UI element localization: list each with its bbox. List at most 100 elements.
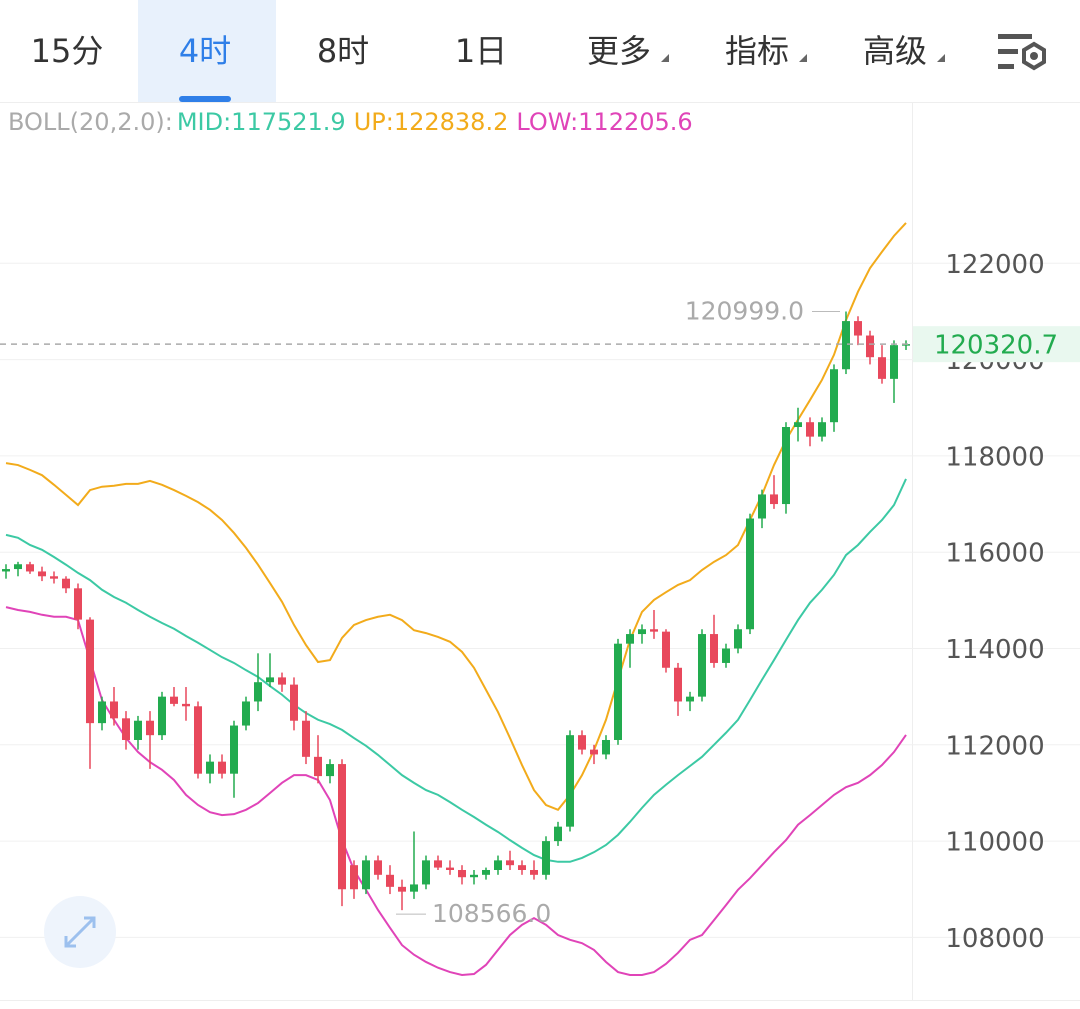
- candle-body: [674, 667, 682, 702]
- candle-body: [158, 696, 166, 736]
- annotation-label: 120999.0: [685, 297, 804, 326]
- tab-label: 15分: [31, 32, 104, 70]
- candle-body: [398, 886, 406, 892]
- settings-icon[interactable]: [998, 34, 1046, 71]
- candle-body: [722, 648, 730, 663]
- candle-body: [842, 321, 850, 370]
- candle-body: [218, 761, 226, 774]
- tab-label: 更多: [587, 32, 651, 70]
- candle-body: [494, 860, 502, 870]
- candle-body: [194, 706, 202, 774]
- candle-body: [266, 677, 274, 683]
- tab-label: 指标: [725, 32, 789, 70]
- candle-body: [350, 865, 358, 890]
- y-tick-label: 112000: [945, 731, 1044, 761]
- candle-body: [422, 860, 430, 885]
- candle-body: [386, 874, 394, 887]
- tab-active-bg: [138, 0, 276, 102]
- boll-line: [5, 606, 907, 976]
- tab[interactable]: 更多: [587, 32, 669, 70]
- candle-body: [506, 860, 514, 866]
- candles: [2, 311, 910, 911]
- candle-body: [758, 494, 766, 519]
- legend-entry: LOW:112205.6: [516, 108, 692, 136]
- candle-body: [734, 629, 742, 649]
- indicator-lines: [5, 222, 907, 976]
- candle-body: [578, 735, 586, 750]
- candle-body: [566, 735, 574, 827]
- candle-body: [806, 422, 814, 437]
- zoom-arrows: [64, 916, 96, 948]
- candle-body: [326, 764, 334, 777]
- candle-body: [794, 422, 802, 428]
- tab[interactable]: 高级: [863, 32, 945, 70]
- candle-body: [146, 720, 154, 736]
- candle-body: [650, 629, 658, 632]
- grid: 1080001100001120001140001160001180001200…: [0, 250, 1080, 954]
- candle-body: [302, 720, 310, 757]
- tab[interactable]: 8时: [317, 32, 369, 70]
- candle-body: [746, 518, 754, 630]
- candle-body: [374, 860, 382, 875]
- tab-label: 高级: [863, 32, 927, 70]
- tab[interactable]: 1日: [455, 32, 507, 70]
- icon-dot: [1030, 52, 1038, 60]
- icon-bar: [998, 49, 1018, 54]
- candle-body: [602, 739, 610, 755]
- zoom-button[interactable]: [44, 896, 116, 968]
- candle-body: [554, 826, 562, 842]
- boll-line: [5, 222, 907, 812]
- candle-body: [254, 682, 262, 702]
- candle-body: [50, 576, 58, 579]
- candle-body: [470, 874, 478, 878]
- candle-body: [110, 701, 118, 719]
- candle-body: [206, 761, 214, 774]
- candle-body: [122, 718, 130, 740]
- candle-body: [590, 749, 598, 755]
- tab[interactable]: 4时: [138, 0, 276, 102]
- y-tick-label: 118000: [945, 442, 1044, 472]
- candle-body: [446, 867, 454, 870]
- candle-body: [62, 578, 70, 589]
- icon-bar: [998, 34, 1032, 39]
- candle-body: [458, 869, 466, 878]
- candle-body: [686, 696, 694, 702]
- tab-label: 4时: [179, 32, 231, 70]
- tab-label: 8时: [317, 32, 369, 70]
- candle-body: [710, 634, 718, 663]
- tab-dropdown: [937, 54, 945, 62]
- candle-body: [890, 345, 898, 379]
- y-tick-label: 114000: [945, 635, 1044, 665]
- boll-line: [5, 478, 907, 863]
- tab[interactable]: 15分: [31, 32, 104, 70]
- legend: BOLL(20,2.0): MID:117521.9 UP:122838.2 LOW:…: [8, 108, 693, 136]
- legend: BOLL(20,2.0): MID:117521.9 UP:122838.2 LOW:…: [8, 108, 693, 136]
- candle-body: [26, 564, 34, 572]
- candle-body: [638, 629, 646, 635]
- candle-body: [290, 684, 298, 721]
- candle-body: [242, 701, 250, 726]
- candle-body: [614, 643, 622, 740]
- candle-body: [98, 701, 106, 724]
- candle-body: [338, 764, 346, 890]
- candle-body: [770, 494, 778, 505]
- tab-dropdown: [661, 54, 669, 62]
- candle-body: [182, 703, 190, 707]
- candle-body: [74, 588, 82, 620]
- y-tick-label: 116000: [945, 539, 1044, 569]
- candle-body: [854, 321, 862, 336]
- tab[interactable]: 指标: [725, 32, 807, 70]
- candle-body: [482, 869, 490, 875]
- candle-body: [362, 860, 370, 890]
- y-tick-label: 108000: [945, 924, 1044, 954]
- icon-hex: [1022, 41, 1046, 71]
- candle-body: [134, 720, 142, 740]
- tab-bar: 15分 4时 8时 1日 更多 指标 高级: [31, 0, 945, 102]
- candle-body: [314, 756, 322, 777]
- candle-body: [14, 564, 22, 570]
- y-tick-label: 110000: [945, 828, 1044, 858]
- candle-body: [818, 422, 826, 437]
- legend-indicator: BOLL(20,2.0):: [8, 108, 173, 136]
